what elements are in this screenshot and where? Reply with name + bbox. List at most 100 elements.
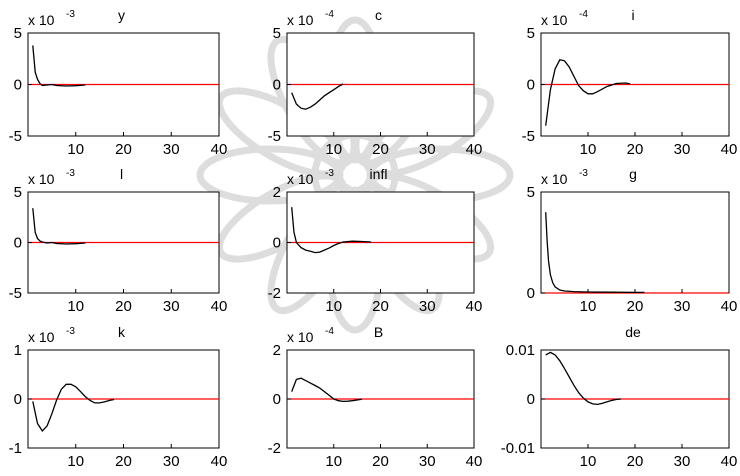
scale-exponent: -4 [325, 9, 334, 20]
x-tick-label: 40 [721, 298, 738, 315]
panel-title: k [118, 324, 126, 340]
axes-box [540, 191, 730, 294]
y-tick-label: -2 [268, 285, 281, 302]
y-tick-label: -2 [268, 440, 281, 457]
x-tick-label: 20 [372, 453, 389, 470]
x-tick-label: 20 [372, 141, 389, 158]
x-tick-label: 30 [163, 141, 180, 158]
y-tick-label: 1 [14, 342, 22, 359]
panel-title: de [625, 324, 641, 340]
y-tick-label: -0.01 [501, 440, 535, 457]
x-tick-label: 30 [163, 298, 180, 315]
panel-title: c [375, 7, 382, 23]
x-tick-label: 10 [325, 298, 342, 315]
response-line [291, 83, 344, 110]
x-tick-label: 20 [115, 141, 132, 158]
scale-exponent: -4 [579, 9, 588, 20]
panel-title: i [631, 7, 634, 23]
y-tick-label: 0 [273, 77, 281, 94]
x-tick-label: 20 [115, 298, 132, 315]
x-tick-label: 20 [627, 453, 644, 470]
x-tick-label: 30 [419, 298, 436, 315]
x-tick-label: 10 [580, 298, 597, 315]
scale-multiplier: x 10 [28, 171, 55, 187]
y-tick-label: 0 [527, 285, 535, 302]
response-line [32, 45, 86, 87]
y-tick-label: 5 [14, 184, 22, 201]
y-tick-label: 0 [527, 77, 535, 94]
x-tick-label: 30 [674, 298, 691, 315]
x-tick-label: 20 [627, 298, 644, 315]
panel-title: g [629, 166, 637, 182]
y-tick-label: 0 [273, 235, 281, 252]
x-tick-label: 40 [721, 453, 738, 470]
x-tick-label: 30 [674, 453, 691, 470]
y-tick-label: -5 [9, 128, 22, 145]
x-tick-label: 30 [419, 141, 436, 158]
subplot-de: 10 20 30 40 0.01 0 -0.01 de [501, 324, 738, 470]
y-tick-label: -1 [9, 440, 22, 457]
y-tick-label: 5 [14, 25, 22, 42]
scale-multiplier: x 10 [28, 12, 55, 28]
y-tick-label: -5 [522, 128, 535, 145]
x-tick-label: 10 [325, 453, 342, 470]
x-tick-label: 40 [211, 141, 228, 158]
x-tick-label: 30 [163, 453, 180, 470]
scale-exponent: -3 [325, 168, 334, 179]
y-tick-label: 2 [273, 342, 281, 359]
x-tick-label: 10 [67, 141, 84, 158]
y-tick-label: -5 [268, 128, 281, 145]
x-tick-label: 30 [674, 141, 691, 158]
x-tick-label: 20 [372, 298, 389, 315]
y-tick-label: 2 [273, 184, 281, 201]
scale-multiplier: x 10 [28, 329, 55, 345]
watermark-petal [196, 145, 344, 205]
scale-exponent: -3 [66, 9, 75, 20]
y-tick-label: 0 [14, 77, 22, 94]
response-line [545, 212, 645, 294]
x-tick-label: 10 [580, 453, 597, 470]
scale-multiplier: x 10 [287, 12, 314, 28]
scale-exponent: -3 [66, 168, 75, 179]
scale-multiplier: x 10 [287, 329, 314, 345]
response-line [291, 207, 372, 254]
y-tick-label: 5 [273, 25, 281, 42]
x-tick-label: 10 [580, 141, 597, 158]
y-tick-label: 0.01 [506, 342, 535, 359]
scale-exponent: -3 [579, 168, 588, 179]
scale-multiplier: x 10 [541, 171, 568, 187]
y-tick-label: 5 [527, 184, 535, 201]
x-tick-label: 40 [211, 298, 228, 315]
y-tick-label: 5 [527, 25, 535, 42]
x-tick-label: 10 [67, 298, 84, 315]
x-tick-label: 40 [721, 141, 738, 158]
x-tick-label: 30 [419, 453, 436, 470]
response-line [545, 59, 631, 126]
y-tick-label: -5 [9, 285, 22, 302]
x-tick-label: 40 [466, 453, 483, 470]
x-tick-label: 40 [466, 298, 483, 315]
x-tick-label: 40 [211, 453, 228, 470]
response-line [32, 383, 115, 432]
scale-exponent: -4 [325, 326, 334, 337]
x-tick-label: 40 [466, 141, 483, 158]
response-line [291, 377, 362, 403]
x-tick-label: 10 [325, 141, 342, 158]
panel-title: y [118, 7, 125, 23]
x-tick-label: 20 [115, 453, 132, 470]
y-tick-label: 0 [14, 235, 22, 252]
scale-multiplier: x 10 [541, 12, 568, 28]
x-tick-label: 20 [627, 141, 644, 158]
scale-exponent: -3 [66, 326, 75, 337]
y-tick-label: 0 [273, 391, 281, 408]
